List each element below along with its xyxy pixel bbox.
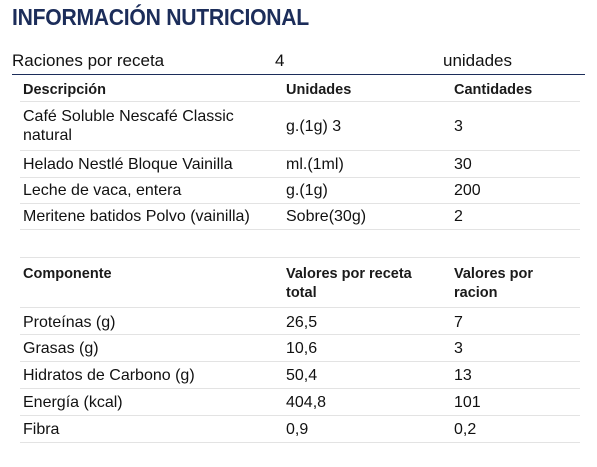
table-spacer xyxy=(20,230,580,258)
table-row: Grasas (g) 10,6 3 xyxy=(20,335,580,362)
header-units: Unidades xyxy=(286,82,352,98)
component-name: Hidratos de Carbono (g) xyxy=(23,367,195,384)
servings-row: Raciones por receta 4 unidades xyxy=(12,48,585,75)
ingredients-header-row: Descripción Unidades Cantidades xyxy=(20,77,580,102)
table-row: Helado Nestlé Bloque Vainilla ml.(1ml) 3… xyxy=(20,151,580,178)
ingredient-name: Leche de vaca, entera xyxy=(23,182,182,199)
table-row: Meritene batidos Polvo (vainilla) Sobre(… xyxy=(20,204,580,230)
ingredient-quantity: 30 xyxy=(454,156,472,173)
component-total: 26,5 xyxy=(286,314,318,331)
ingredient-quantity: 200 xyxy=(454,182,481,199)
component-name: Energía (kcal) xyxy=(23,394,123,411)
ingredient-unit: g.(1g) 3 xyxy=(286,118,342,135)
table-row: Proteínas (g) 26,5 7 xyxy=(20,308,580,335)
ingredient-unit: Sobre(30g) xyxy=(286,208,367,225)
component-per-serving: 7 xyxy=(454,314,463,331)
servings-label: Raciones por receta xyxy=(12,51,165,70)
table-row: Leche de vaca, entera g.(1g) 200 xyxy=(20,178,580,204)
ingredient-unit: ml.(1ml) xyxy=(286,156,344,173)
ingredient-unit: g.(1g) xyxy=(286,182,328,199)
page-title: INFORMACIÓN NUTRICIONAL xyxy=(12,4,309,30)
component-per-serving: 101 xyxy=(454,394,481,411)
ingredient-name: Helado Nestlé Bloque Vainilla xyxy=(23,156,233,173)
component-name: Fibra xyxy=(23,421,60,438)
component-per-serving: 3 xyxy=(454,340,463,357)
ingredient-quantity: 3 xyxy=(454,118,463,135)
nutrition-table: Componente Valores por receta total Valo… xyxy=(20,261,580,443)
header-serving-values: Valores por racion xyxy=(454,266,533,301)
header-quantities: Cantidades xyxy=(454,82,533,98)
component-total: 0,9 xyxy=(286,421,309,438)
ingredients-table: Descripción Unidades Cantidades Café Sol… xyxy=(20,77,580,258)
component-total: 50,4 xyxy=(286,367,318,384)
servings-unit: unidades xyxy=(443,51,513,70)
header-total-values: Valores por receta total xyxy=(286,266,412,301)
table-row: Hidratos de Carbono (g) 50,4 13 xyxy=(20,362,580,389)
component-name: Proteínas (g) xyxy=(23,314,116,331)
nutrition-header-row: Componente Valores por receta total Valo… xyxy=(20,261,580,308)
header-description: Descripción xyxy=(23,82,106,98)
component-per-serving: 13 xyxy=(454,367,472,384)
component-per-serving: 0,2 xyxy=(454,421,477,438)
component-total: 404,8 xyxy=(286,394,327,411)
table-row: Energía (kcal) 404,8 101 xyxy=(20,389,580,416)
table-row: Café Soluble Nescafé Classic natural g.(… xyxy=(20,102,580,151)
ingredient-name: Meritene batidos Polvo (vainilla) xyxy=(23,208,250,225)
table-row: Fibra 0,9 0,2 xyxy=(20,416,580,443)
servings-value: 4 xyxy=(275,51,285,70)
component-total: 10,6 xyxy=(286,340,318,357)
component-name: Grasas (g) xyxy=(23,340,99,357)
header-component: Componente xyxy=(23,266,112,282)
ingredient-name: Café Soluble Nescafé Classic natural xyxy=(23,108,234,144)
ingredient-quantity: 2 xyxy=(454,208,463,225)
